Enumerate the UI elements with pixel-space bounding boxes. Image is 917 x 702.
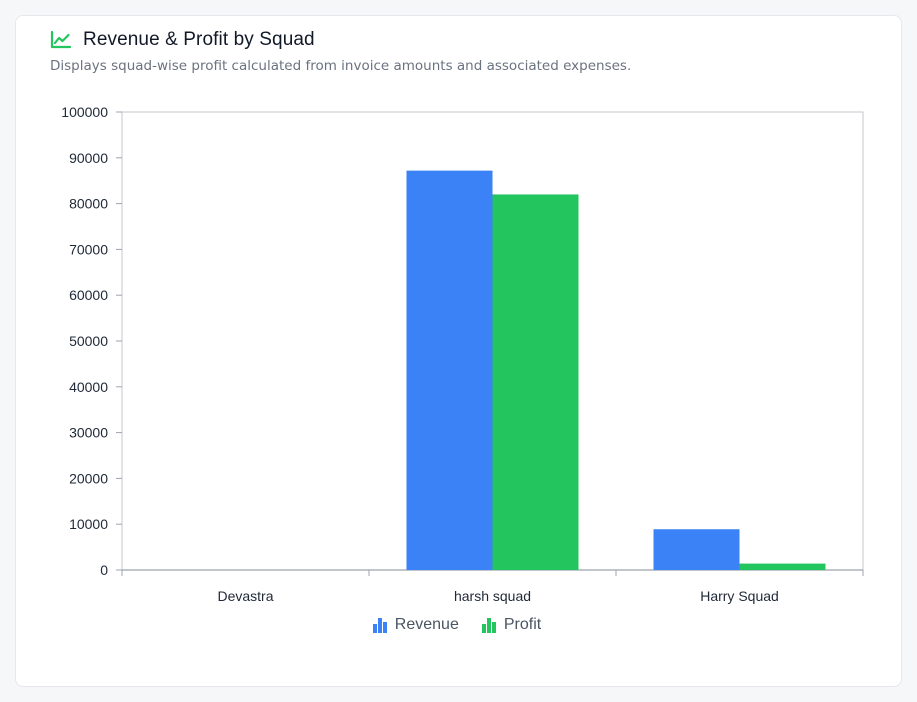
y-tick-label: 50000 [69,333,108,349]
y-tick-label: 70000 [69,241,108,257]
y-tick-label: 10000 [69,516,108,532]
x-tick-label: Devastra [217,588,273,604]
legend-item-profit[interactable]: Profit [481,616,541,634]
chart-legend: Revenue Profit [0,616,915,634]
bar-chart-icon [481,617,497,633]
chart-subtitle: Displays squad-wise profit calculated fr… [50,58,632,74]
legend-item-revenue[interactable]: Revenue [372,616,459,634]
legend-label-profit: Profit [503,616,542,633]
y-tick-label: 20000 [69,470,108,486]
y-tick-label: 80000 [69,196,108,212]
bar-chart-icon [372,617,388,633]
y-tick-label: 90000 [69,150,108,166]
bar-revenue-harry-squad [653,529,740,570]
x-tick-label: Harry Squad [700,588,779,604]
title-row: Revenue & Profit by Squad [50,28,887,52]
y-tick-label: 100000 [61,104,108,120]
y-tick-label: 40000 [69,379,108,395]
chart-header: Revenue & Profit by Squad Displays squad… [50,28,887,74]
bar-profit-harry-squad [739,563,826,570]
y-tick-label: 60000 [69,287,108,303]
bar-profit-harsh-squad [492,194,579,570]
y-tick-label: 0 [100,562,108,578]
bar-revenue-harsh-squad [406,170,493,570]
x-tick-label: harsh squad [454,588,531,604]
chart-title: Revenue & Profit by Squad [83,29,315,50]
line-chart-icon [50,30,72,50]
y-tick-label: 30000 [69,425,108,441]
legend-label-revenue: Revenue [394,616,459,633]
